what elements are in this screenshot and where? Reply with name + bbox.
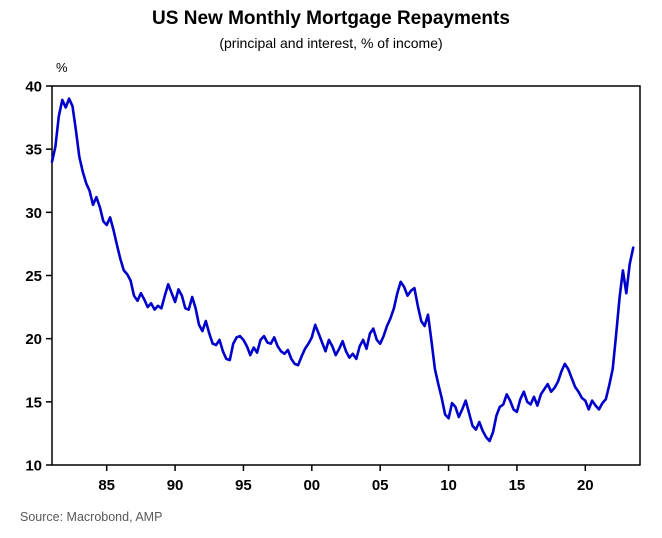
chart-subtitle: (principal and interest, % of income) <box>219 35 443 51</box>
y-axis-unit-label: % <box>56 60 68 75</box>
y-tick-label: 20 <box>25 331 42 348</box>
y-tick-label: 15 <box>25 394 42 411</box>
x-tick-label: 85 <box>98 477 115 494</box>
y-tick-label: 10 <box>25 458 42 475</box>
y-tick-label: 25 <box>25 268 42 285</box>
x-tick-label: 95 <box>235 477 252 494</box>
y-tick-label: 40 <box>25 79 42 96</box>
y-tick-label: 35 <box>25 142 42 159</box>
y-tick-label: 30 <box>25 205 42 222</box>
x-tick-label: 20 <box>577 477 594 494</box>
x-tick-label: 00 <box>303 477 320 494</box>
plot-border <box>51 85 641 466</box>
source-note: Source: Macrobond, AMP <box>20 510 163 524</box>
x-tick-label: 05 <box>372 477 389 494</box>
x-tick-label: 15 <box>509 477 526 494</box>
x-tick-label: 90 <box>167 477 184 494</box>
data-line-series <box>50 97 635 443</box>
chart-title: US New Monthly Mortgage Repayments <box>152 8 510 29</box>
x-tick-label: 10 <box>440 477 457 494</box>
